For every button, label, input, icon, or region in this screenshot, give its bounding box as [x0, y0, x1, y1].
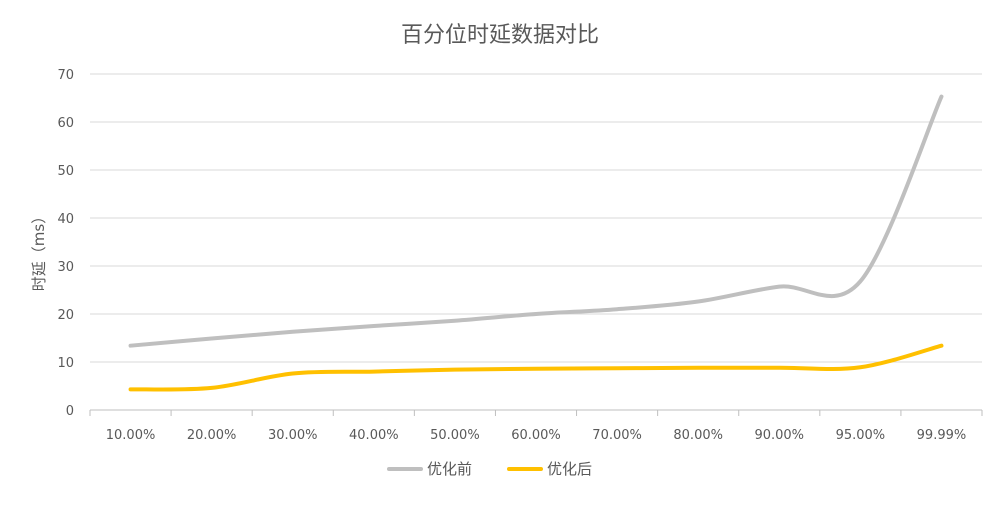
y-axis-label: 时延（ms）: [30, 209, 48, 291]
y-tick-label: 60: [57, 116, 74, 131]
x-tick-label: 90.00%: [754, 428, 804, 443]
series-line-2: [128, 343, 944, 392]
x-tick-label: 60.00%: [511, 428, 561, 443]
x-tick-label: 30.00%: [268, 428, 318, 443]
x-tick-label: 10.00%: [106, 428, 156, 443]
x-tick-label: 70.00%: [592, 428, 642, 443]
y-tick-label: 10: [57, 356, 74, 371]
x-tick-label: 80.00%: [673, 428, 723, 443]
gridlines: [90, 73, 982, 363]
y-tick-label: 0: [66, 404, 74, 419]
y-tick-label: 70: [57, 68, 74, 83]
x-tick-label: 20.00%: [187, 428, 237, 443]
y-tick-label: 40: [57, 212, 74, 227]
series-line-1: [128, 94, 944, 348]
x-tick-label: 50.00%: [430, 428, 480, 443]
y-tick-label: 30: [57, 260, 74, 275]
series-lines: [128, 94, 944, 392]
x-tick-label: 99.99%: [917, 428, 967, 443]
legend-label: 优化前: [427, 460, 472, 478]
axes: 0 10 20 30 40 50 60 70 10.00% 20.00% 30.00% 40.00% 5…: [57, 68, 983, 443]
y-tick-label: 50: [57, 164, 74, 179]
legend: 优化前 优化后: [387, 460, 592, 478]
chart-title: 百分位时延数据对比: [401, 23, 599, 48]
x-tick-label: 95.00%: [836, 428, 886, 443]
x-tick-label: 40.00%: [349, 428, 399, 443]
y-tick-label: 20: [57, 308, 74, 323]
legend-label: 优化后: [547, 460, 592, 478]
